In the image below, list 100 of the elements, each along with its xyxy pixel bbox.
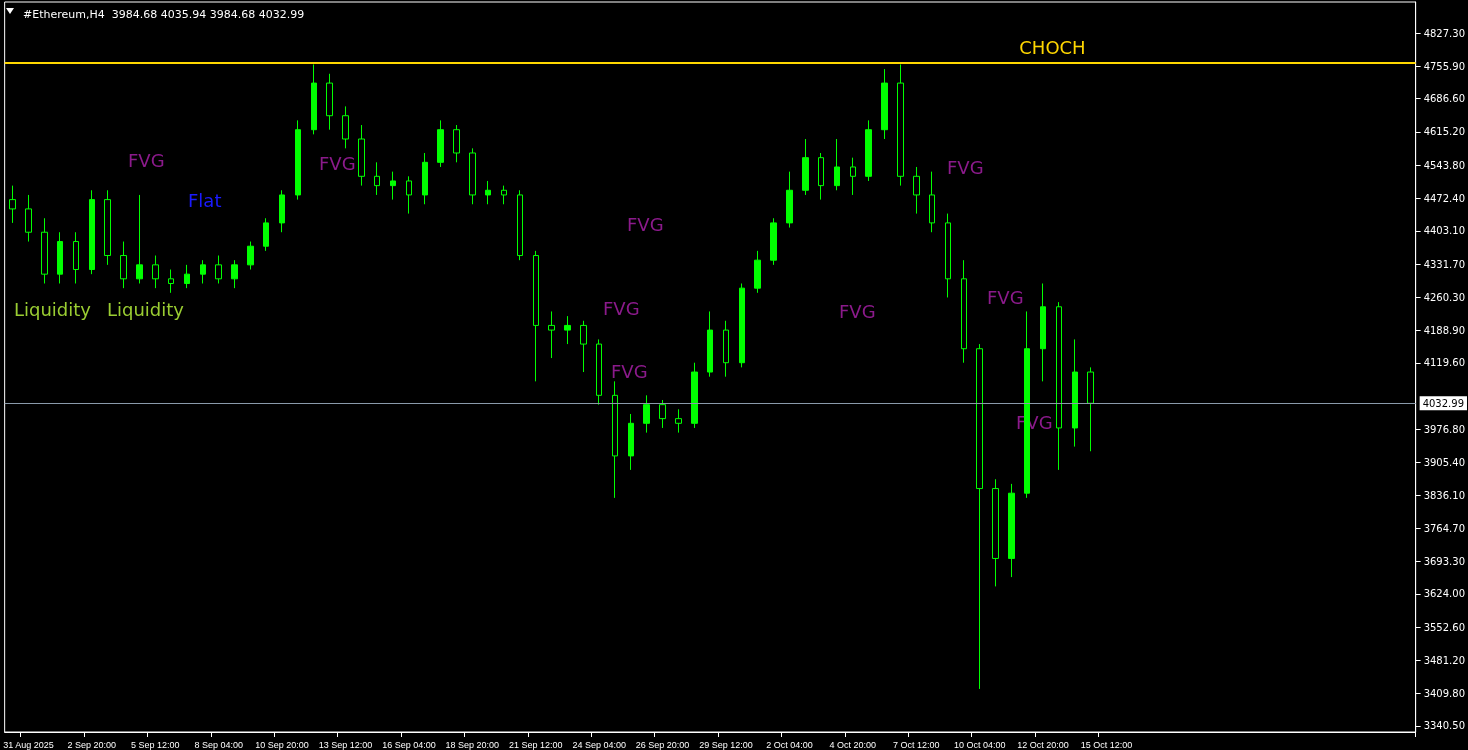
candlestick — [707, 310, 713, 378]
y-tick-label: 3693.30 — [1423, 556, 1466, 568]
candlestick — [1072, 338, 1078, 448]
annotation: FVG — [947, 156, 984, 178]
x-tick-label: 24 Sep 04:00 — [572, 739, 626, 750]
x-tick-label: 4 Oct 20:00 — [829, 739, 877, 750]
annotation: FVG — [128, 149, 165, 171]
candlestick — [786, 171, 793, 229]
y-tick-label: 3905.40 — [1423, 457, 1466, 469]
x-tick-label: 26 Sep 20:00 — [635, 739, 690, 750]
x-tick-label: 10 Sep 20:00 — [255, 739, 309, 750]
candlestick — [152, 255, 159, 289]
candlestick — [1056, 301, 1062, 471]
candlestick — [802, 138, 809, 196]
x-tick-label: 29 Sep 12:00 — [699, 739, 753, 750]
candlestick — [422, 152, 428, 205]
candlestick — [374, 161, 380, 196]
y-tick-label: 4827.30 — [1423, 27, 1466, 39]
y-tick-label: 3552.60 — [1423, 621, 1466, 633]
candlestick — [897, 63, 904, 187]
candlestick — [945, 213, 951, 298]
x-tick-label: 21 Sep 12:00 — [508, 739, 563, 750]
candlestick — [628, 413, 634, 471]
y-tick-label: 3836.10 — [1423, 489, 1466, 501]
annotation: FVG — [319, 152, 356, 174]
x-tick-label: 2 Sep 20:00 — [67, 739, 117, 750]
x-tick-label: 15 Oct 12:00 — [1080, 739, 1133, 750]
candlestick — [25, 194, 32, 243]
candlestick — [168, 269, 174, 294]
x-tick-label: 13 Sep 12:00 — [318, 739, 373, 750]
x-tick-label: 10 Oct 04:00 — [953, 739, 1006, 750]
candlestick — [976, 343, 983, 690]
candlestick — [961, 259, 967, 364]
y-tick-label: 3409.80 — [1423, 688, 1466, 700]
candlestick — [89, 189, 95, 275]
y-tick-label: 4472.40 — [1423, 192, 1466, 204]
y-tick-label: 3624.00 — [1423, 588, 1466, 600]
candlestick — [342, 105, 349, 149]
candlestick — [580, 320, 587, 373]
y-tick-label: 4686.60 — [1423, 93, 1466, 105]
candlestick — [184, 264, 190, 289]
y-tick-label: 4615.20 — [1423, 126, 1466, 138]
annotation: Flat — [188, 189, 222, 211]
candlestick — [136, 194, 143, 284]
x-tick-label: 7 Oct 12:00 — [892, 739, 940, 750]
candlestick — [200, 259, 206, 284]
candlestick — [865, 119, 872, 182]
ref-line-label: CHOCH — [1019, 37, 1086, 59]
annotation: FVG — [839, 300, 876, 322]
text: #Ethereum,H4 3984.68 4035.94 3984.68 4032.99 — [23, 8, 305, 21]
candlestick — [263, 217, 269, 252]
candlestick — [533, 250, 539, 382]
y-tick-label: 4403.10 — [1423, 225, 1466, 237]
candlestick — [691, 362, 698, 429]
annotation: FVG — [603, 297, 640, 319]
y-tick-label: 4755.90 — [1423, 60, 1466, 72]
candlestick — [992, 478, 999, 587]
y-tick-label: 3340.50 — [1423, 720, 1466, 732]
y-tick-label: 4119.60 — [1423, 357, 1466, 369]
candlestick — [1008, 483, 1015, 578]
candlestick — [57, 231, 63, 284]
y-tick-label: 3764.70 — [1423, 522, 1466, 534]
candlestick — [326, 73, 333, 131]
candlestick — [548, 310, 555, 359]
annotation: FVG — [627, 213, 664, 235]
candlestick — [754, 250, 761, 294]
y-tick-label: 3481.20 — [1423, 654, 1466, 666]
annotation: FVG — [611, 360, 648, 382]
candlestick — [453, 124, 460, 163]
x-tick-label: 12 Oct 20:00 — [1017, 739, 1069, 750]
candlestick — [675, 408, 682, 434]
candlestick — [723, 320, 729, 378]
candlestick — [485, 180, 491, 205]
ref-line-label: 4032.99 — [1422, 397, 1465, 409]
candlestick — [929, 171, 935, 233]
y-tick-label: 4260.30 — [1423, 291, 1466, 303]
x-tick-label: 5 Sep 12:00 — [130, 739, 180, 750]
candlestick — [390, 171, 396, 201]
candlestick — [850, 157, 856, 196]
candlestick — [517, 189, 523, 261]
candlestick — [311, 63, 317, 135]
candlestick — [596, 338, 602, 406]
annotation: FVG — [987, 286, 1024, 308]
candlestick — [834, 138, 840, 191]
candlestick — [9, 185, 16, 224]
candlestick — [659, 399, 666, 429]
candlestick — [739, 282, 745, 368]
x-tick-label: 31 Aug 2025 — [3, 739, 54, 750]
candlestick — [1040, 282, 1046, 382]
x-tick-label: 2 Oct 04:00 — [766, 739, 813, 750]
candlestick — [73, 231, 79, 284]
candlestick — [104, 189, 111, 266]
candlestick — [881, 68, 888, 140]
candlestick — [818, 152, 824, 201]
candlestick — [215, 255, 222, 284]
candlestick — [247, 241, 254, 271]
candlestick — [437, 119, 444, 168]
candlestick — [770, 217, 777, 266]
candlestick — [643, 394, 650, 434]
candlestick — [612, 380, 618, 499]
